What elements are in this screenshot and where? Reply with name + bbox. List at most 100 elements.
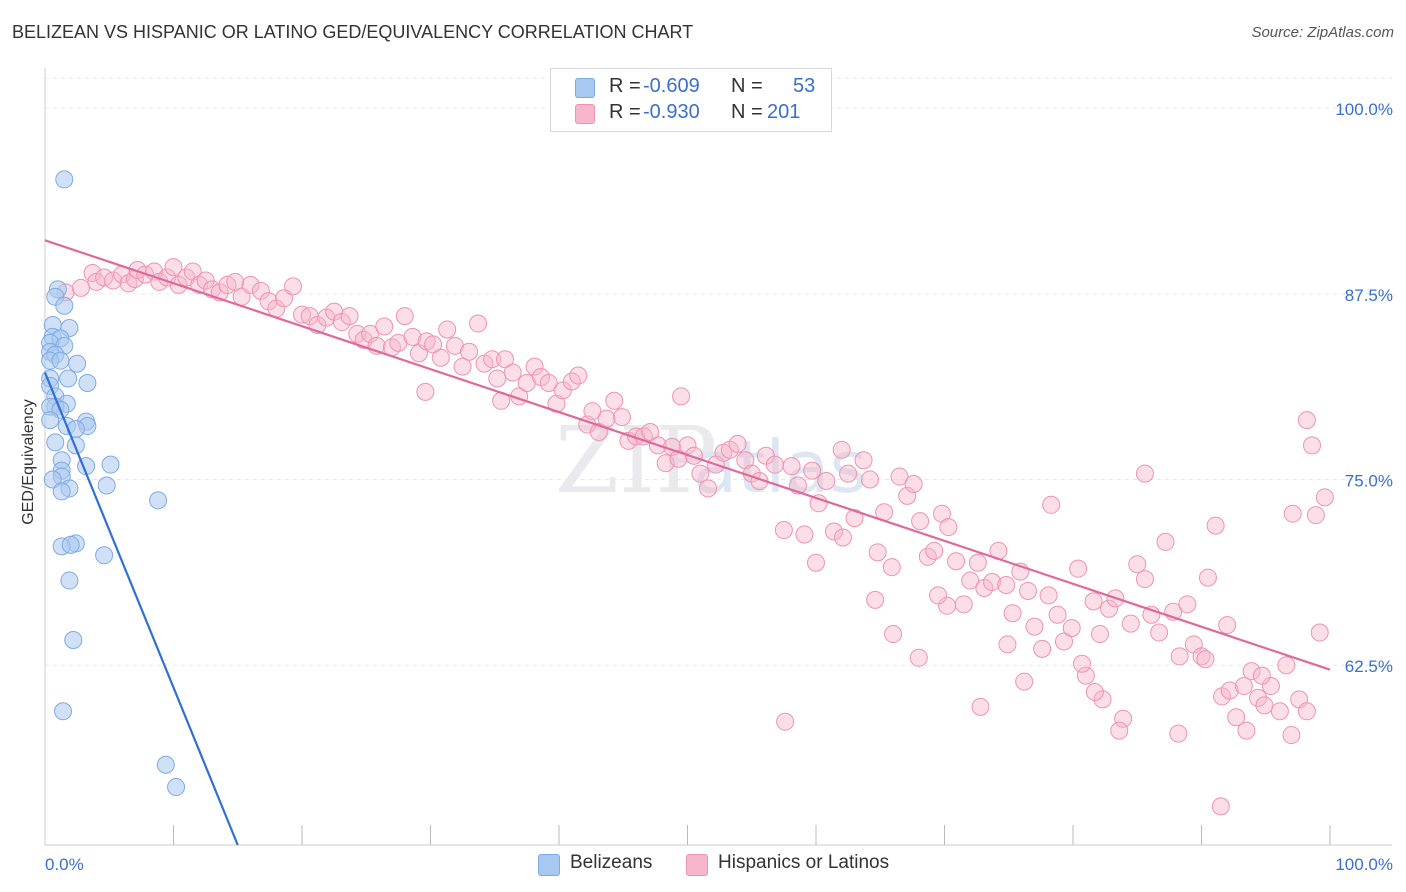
hispanic-point: [605, 391, 624, 410]
belizean-point: [68, 354, 87, 373]
hispanic-point: [684, 446, 703, 465]
hispanic-point: [1196, 650, 1215, 669]
hispanic-point: [1039, 586, 1058, 605]
hispanic-point: [395, 307, 414, 326]
hispanic-point: [728, 434, 747, 453]
hispanic-point: [854, 451, 873, 470]
hispanic-point: [1198, 568, 1217, 587]
hispanic-point: [795, 525, 814, 544]
hispanic-point: [1090, 625, 1109, 644]
belizean-point: [97, 476, 116, 495]
hispanic-point: [1072, 654, 1091, 673]
hispanic-point: [453, 357, 472, 376]
hispanic-point: [691, 464, 710, 483]
belizean-point: [95, 546, 114, 565]
hispanic-point: [832, 440, 851, 459]
hispanic-point: [1303, 436, 1322, 455]
hispanic-point: [612, 408, 631, 427]
belizean-point: [167, 778, 186, 797]
belizean-point: [149, 491, 168, 510]
hispanic-point: [1261, 677, 1280, 696]
hispanic-trend-line: [44, 239, 1331, 671]
belizean-point: [156, 755, 175, 774]
y-tick-label: 87.5%: [1345, 286, 1393, 305]
y-axis-label: GED/Equivalency: [20, 399, 37, 524]
hispanic-point: [845, 509, 864, 528]
hispanic-point: [361, 324, 380, 343]
belizean-point: [61, 535, 80, 554]
hispanic-point: [597, 409, 616, 428]
hispanic-point: [765, 455, 784, 474]
hispanic-point: [1042, 495, 1061, 514]
hispanic-point: [1128, 555, 1147, 574]
hispanic-point: [71, 278, 90, 297]
belizean-point: [53, 702, 72, 721]
tick-labels: 100.0% 87.5% 75.0% 62.5% 0.0% 100.0%: [45, 100, 1393, 874]
hispanic-point: [898, 486, 917, 505]
hispanic-point: [251, 281, 270, 300]
hispanic-point: [1135, 570, 1154, 589]
hispanic-point: [1076, 666, 1095, 685]
hispanic-point: [460, 342, 479, 361]
bottom-legend-swatch-belizeans: [538, 854, 560, 876]
belizean-point: [59, 369, 78, 388]
hispanic-point: [1249, 688, 1268, 707]
y-tick-label: 75.0%: [1345, 472, 1393, 491]
hispanic-point: [983, 573, 1002, 592]
hispanic-point: [971, 697, 990, 716]
hispanic-point: [1114, 709, 1133, 728]
hispanic-point: [1218, 616, 1237, 635]
hispanic-point: [890, 467, 909, 486]
axes: [44, 68, 1392, 846]
hispanic-point: [1283, 504, 1302, 523]
hispanic-point: [1025, 617, 1044, 636]
legend-r-value: -0.609: [643, 75, 700, 97]
hispanic-point: [1242, 662, 1261, 681]
hispanic-point: [164, 258, 183, 277]
hispanic-point: [1003, 604, 1022, 623]
legend-r-value: -0.930: [643, 101, 700, 123]
hispanic-point: [1085, 682, 1104, 701]
hispanic-point: [1252, 666, 1271, 685]
hispanic-point: [824, 522, 843, 541]
bottom-legend-label: Belizeans: [570, 852, 653, 873]
hispanic-point: [1110, 721, 1129, 740]
hispanic-point: [954, 595, 973, 614]
hispanic-point: [911, 512, 930, 531]
hispanic-point: [1121, 614, 1140, 633]
hispanic-point: [641, 422, 660, 441]
hispanic-point: [807, 553, 825, 572]
chart-title: BELIZEAN VS HISPANIC OR LATINO GED/EQUIV…: [12, 22, 694, 42]
belizean-point: [60, 571, 79, 590]
hispanic-point: [998, 635, 1017, 654]
hispanic-point: [1270, 702, 1289, 721]
hispanic-point: [961, 571, 980, 590]
hispanic-point: [1033, 639, 1052, 658]
legend-n-value: 201: [767, 101, 801, 123]
legend-swatch-hispanics: [575, 104, 595, 124]
hispanic-point: [438, 320, 457, 339]
hispanic-point: [1315, 488, 1334, 507]
hispanic-point: [1282, 726, 1301, 745]
y-tick-label: 62.5%: [1345, 657, 1393, 676]
hispanic-point: [83, 264, 102, 283]
hispanic-point: [1297, 702, 1316, 721]
hispanic-point: [672, 387, 691, 406]
hispanic-point: [929, 586, 948, 605]
hispanic-point: [539, 373, 558, 392]
hispanic-point: [947, 552, 966, 571]
belizean-point: [41, 411, 60, 430]
hispanic-point: [375, 317, 394, 336]
hispanic-point: [866, 590, 885, 609]
hispanic-point: [259, 292, 278, 311]
legend-n-value: 53: [793, 75, 816, 97]
hispanic-point: [904, 474, 923, 493]
watermark-zip: ZIP: [555, 407, 717, 514]
hispanic-point: [1206, 516, 1225, 535]
belizean-point: [46, 433, 65, 452]
belizean-point: [51, 351, 70, 370]
hispanic-point: [1069, 559, 1088, 578]
hispanic-point: [803, 461, 822, 480]
hispanic-point: [403, 327, 422, 346]
